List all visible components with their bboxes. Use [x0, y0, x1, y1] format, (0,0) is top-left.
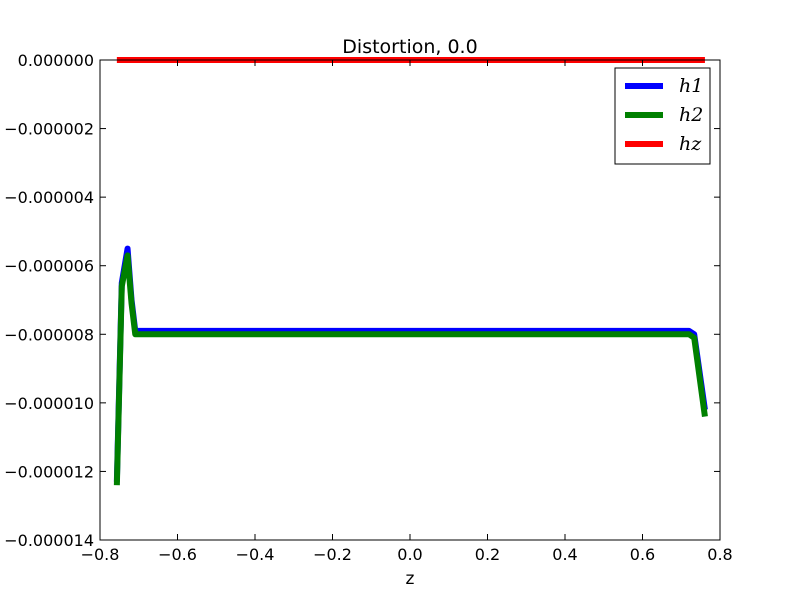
y-tick-label: −0.000012	[4, 462, 94, 481]
legend-label-h2: h2	[679, 104, 703, 126]
y-tick-label: 0.000000	[18, 51, 94, 70]
x-tick-label: −0.6	[158, 545, 197, 564]
y-tick-label: −0.000006	[4, 257, 94, 276]
y-tick-label: −0.000002	[4, 120, 94, 139]
x-axis-label: z	[406, 569, 415, 589]
x-tick-label: 0.8	[707, 545, 732, 564]
y-tick-label: −0.000008	[4, 325, 94, 344]
x-tick-label: 0.0	[397, 545, 422, 564]
chart-title: Distortion, 0.0	[342, 36, 477, 58]
legend-label-hz: hz	[679, 133, 702, 155]
x-tick-label: −0.8	[81, 545, 120, 564]
y-tick-label: −0.000014	[4, 531, 94, 550]
y-tick-label: −0.000004	[4, 188, 94, 207]
legend: h1 h2 hz	[614, 67, 711, 165]
series-line-h2	[113, 252, 708, 486]
x-tick-label: −0.4	[236, 545, 275, 564]
legend-label-h1: h1	[679, 75, 703, 97]
axis-ticks: −0.8 −0.6 −0.4 −0.2 0.0 0.2 0.4 0.6 0.8 0.000000 −…	[4, 51, 732, 564]
x-tick-label: 0.2	[475, 545, 500, 564]
x-tick-label: 0.4	[552, 545, 577, 564]
y-tick-label: −0.000010	[4, 394, 94, 413]
x-tick-label: −0.2	[313, 545, 352, 564]
x-tick-label: 0.6	[630, 545, 655, 564]
